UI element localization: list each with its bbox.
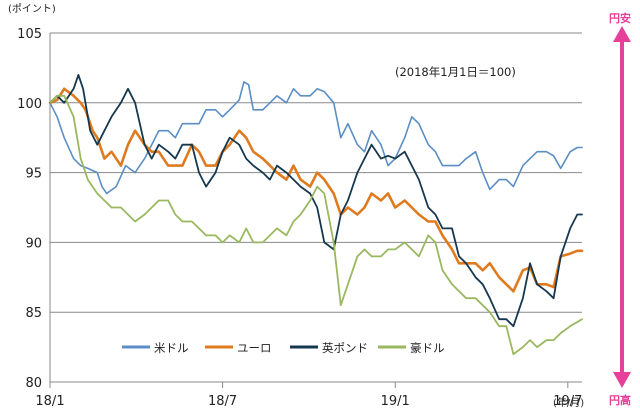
- x-tick-label: 18/7: [208, 394, 237, 409]
- right-axis: 円安 円高: [609, 11, 631, 407]
- x-axis-label: (年/月): [553, 396, 584, 409]
- x-tick-label: 19/1: [381, 394, 410, 409]
- series-line-2: [49, 74, 583, 328]
- legend-label: ユーロ: [237, 341, 272, 355]
- x-tick-label: 19/7: [553, 394, 582, 409]
- series-line-1: [48, 87, 584, 293]
- legend: 米ドル ユーロ 英ポンド 豪ドル: [122, 341, 445, 355]
- y-axis-label: (ポイント): [8, 3, 56, 15]
- yen-weak-label: 円安: [609, 11, 631, 25]
- legend-label: 豪ドル: [410, 341, 445, 355]
- series-line-0: [49, 81, 583, 195]
- series-line-3: [49, 94, 583, 356]
- legend-label: 英ポンド: [322, 341, 368, 355]
- y-tick-label: 85: [25, 306, 42, 321]
- base-note: (2018年1月1日＝100): [395, 65, 516, 79]
- arrow-up-icon: [613, 26, 631, 42]
- y-tick-label: 80: [25, 376, 42, 391]
- y-tick-label: 105: [17, 27, 42, 42]
- legend-label: 米ドル: [154, 341, 189, 355]
- y-tick-label: 95: [25, 167, 42, 182]
- yen-strong-label: 円高: [609, 393, 631, 407]
- arrow-down-icon: [613, 372, 631, 388]
- x-tick-label: 18/1: [35, 394, 64, 409]
- y-tick-label: 100: [17, 97, 42, 112]
- y-tick-label: 90: [25, 236, 42, 251]
